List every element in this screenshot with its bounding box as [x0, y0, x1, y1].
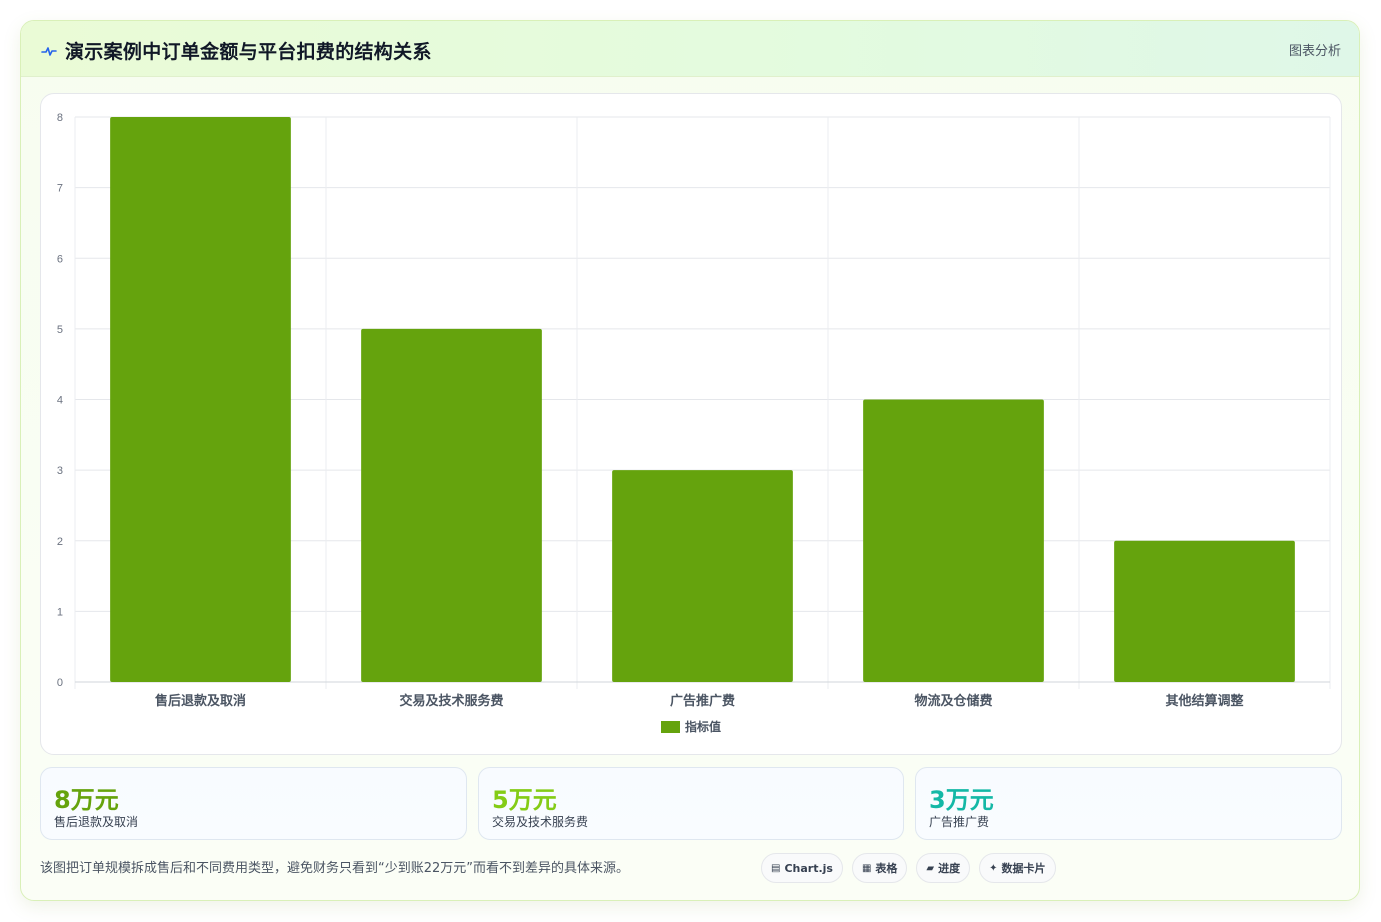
chip-label: Chart.js	[784, 861, 833, 875]
y-tick-label: 8	[57, 112, 63, 124]
bar	[361, 328, 542, 682]
stat-label: 交易及技术服务费	[492, 815, 589, 829]
y-tick-label: 4	[57, 395, 63, 407]
tech-chips: ▤ Chart.js ▦ 表格 ▰ 进度 ✦ 数据卡片	[761, 853, 1056, 883]
chip-label: 进度	[938, 862, 961, 875]
table-icon: ▦	[861, 862, 872, 874]
bar-chart: 0 1 2 3 4 5 6 7 8 售后退款及取消 交易及技术服务费 广告推广费 物流及仓储费 其他结算调…	[57, 112, 1331, 734]
stat-label: 广告推广费	[929, 815, 990, 829]
x-tick-label: 广告推广费	[670, 693, 735, 708]
page-title: 演示案例中订单金额与平台扣费的结构关系	[65, 41, 432, 63]
chip-chartjs[interactable]: ▤ Chart.js	[761, 853, 843, 883]
x-tick-label: 交易及技术服务费	[399, 693, 503, 708]
x-tick-label: 其他结算调整	[1165, 693, 1244, 708]
stat-label: 售后退款及取消	[54, 815, 139, 829]
bar	[863, 399, 1044, 682]
footer-note: 该图把订单规模拆成售后和不同费用类型，避免财务只看到“少到账22万元”而看不到差…	[40, 861, 630, 876]
stat-value: 8万元	[54, 786, 119, 814]
chip-label: 表格	[875, 862, 898, 875]
stat-card-ads: 3万元 广告推广费	[915, 767, 1342, 840]
chip-label: 数据卡片	[1001, 862, 1046, 875]
y-tick-label: 0	[57, 677, 63, 689]
chart-icon: ▤	[771, 862, 781, 874]
stat-value: 3万元	[929, 786, 994, 814]
x-tick-label: 售后退款及取消	[155, 693, 246, 708]
y-tick-label: 7	[57, 183, 63, 195]
chip-data-card[interactable]: ✦ 数据卡片	[979, 853, 1056, 883]
legend-swatch	[661, 721, 680, 733]
stat-card-service-fee: 5万元 交易及技术服务费	[478, 767, 904, 840]
chart-panel: 0 1 2 3 4 5 6 7 8 售后退款及取消 交易及技术服务费 广告推广费 物流及仓储费 其他结算调…	[40, 93, 1342, 755]
legend-label: 指标值	[685, 719, 721, 734]
x-tick-label: 物流及仓储费	[914, 693, 992, 708]
card-header: 演示案例中订单金额与平台扣费的结构关系 图表分析	[21, 21, 1359, 77]
y-tick-label: 2	[57, 536, 63, 548]
pulse-icon	[41, 43, 57, 59]
bar	[1114, 540, 1295, 682]
title-wrap: 演示案例中订单金额与平台扣费的结构关系	[41, 37, 432, 64]
progress-icon: ▰	[926, 862, 935, 874]
bar	[612, 470, 793, 682]
chip-table[interactable]: ▦ 表格	[851, 853, 908, 883]
bar	[110, 117, 291, 682]
stat-card-refund: 8万元 售后退款及取消	[40, 767, 467, 840]
chart-analysis-tag: 图表分析	[1288, 44, 1341, 59]
y-tick-label: 3	[57, 465, 63, 477]
card-icon: ✦	[989, 862, 998, 874]
y-tick-label: 5	[57, 324, 63, 336]
y-tick-label: 6	[57, 253, 63, 265]
y-tick-label: 1	[57, 606, 63, 618]
stat-value: 5万元	[492, 786, 557, 814]
chart-card: 演示案例中订单金额与平台扣费的结构关系 图表分析 0 1 2 3 4 5 6 7 8 售后退款及取…	[20, 20, 1360, 901]
chip-progress[interactable]: ▰ 进度	[916, 853, 971, 883]
